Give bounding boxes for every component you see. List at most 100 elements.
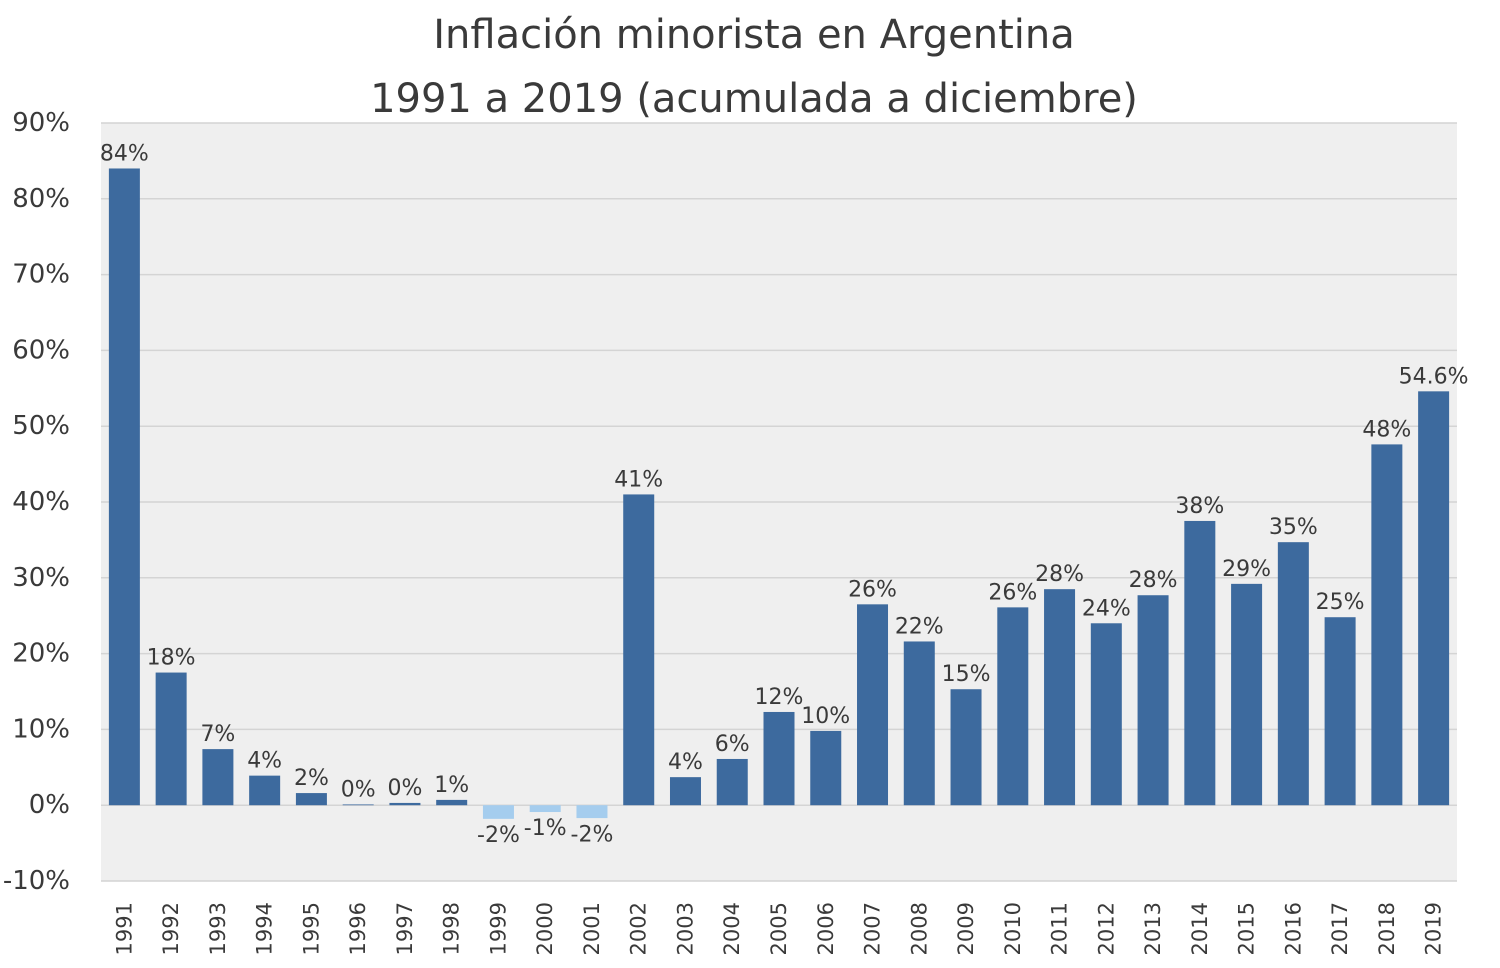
bar-2018 <box>1371 444 1403 806</box>
y-tick-label: 70% <box>12 260 70 290</box>
x-tick-label: 2004 <box>720 902 744 955</box>
data-label-1998: 1% <box>434 773 469 798</box>
y-tick-label: 80% <box>12 184 70 214</box>
x-tick-label: 1997 <box>393 902 417 955</box>
data-label-2002: 41% <box>614 467 663 492</box>
x-tick-label: 2007 <box>861 902 885 955</box>
x-tick-label: 2016 <box>1281 902 1305 955</box>
x-axis-tick-labels: 1991 1992 1993 1994 1995 1996 1997 1998 1999 2000… <box>112 902 1445 955</box>
x-tick-label: 1996 <box>346 902 370 955</box>
bar-2010 <box>997 607 1029 806</box>
data-label-2000: -1% <box>524 816 567 841</box>
data-label-2012: 24% <box>1082 596 1131 621</box>
data-label-1996: 0% <box>341 777 376 802</box>
bar-2019 <box>1418 391 1450 806</box>
data-label-2011: 28% <box>1035 562 1084 587</box>
x-tick-label: 2014 <box>1188 902 1212 955</box>
x-tick-label: 2015 <box>1235 902 1259 955</box>
x-tick-label: 2002 <box>627 902 651 955</box>
x-tick-label: 2005 <box>767 902 791 955</box>
data-label-1999: -2% <box>477 823 520 848</box>
x-tick-label: 1994 <box>253 902 277 955</box>
bar-1997 <box>389 802 421 806</box>
data-label-2003: 4% <box>668 750 703 775</box>
data-label-2018: 48% <box>1362 417 1411 442</box>
y-tick-label: 50% <box>12 411 70 441</box>
x-tick-label: 2006 <box>814 902 838 955</box>
x-tick-label: 2008 <box>907 902 931 955</box>
chart-title-line-1: Inflación minorista en Argentina <box>433 12 1075 58</box>
bar-2004 <box>716 758 748 806</box>
x-tick-label: 1992 <box>159 902 183 955</box>
data-label-2006: 10% <box>801 704 850 729</box>
data-label-2013: 28% <box>1129 568 1178 593</box>
x-tick-label: 1995 <box>299 902 323 955</box>
bar-2011 <box>1044 589 1076 806</box>
data-label-2010: 26% <box>988 580 1037 605</box>
bar-2016 <box>1277 542 1309 806</box>
data-label-2008: 22% <box>895 614 944 639</box>
x-tick-label: 1993 <box>206 902 230 955</box>
bar-2008 <box>903 641 935 806</box>
x-tick-label: 2017 <box>1328 902 1352 955</box>
bar-2002 <box>623 494 655 806</box>
bar-1996 <box>342 804 374 806</box>
bar-2015 <box>1231 583 1263 806</box>
bar-1991 <box>108 168 140 806</box>
bar-1994 <box>249 775 281 806</box>
data-label-2015: 29% <box>1222 557 1271 582</box>
x-tick-label: 2013 <box>1141 902 1165 955</box>
data-label-1997: 0% <box>387 776 422 801</box>
x-tick-label: 2003 <box>673 902 697 955</box>
bar-1992 <box>155 672 187 806</box>
y-tick-label: 0% <box>29 790 70 820</box>
y-axis-tick-labels: -10% 0% 10% 20% 30% 40% 50% 60% 70% 80% 90% <box>3 108 70 896</box>
x-tick-label: 2010 <box>1001 902 1025 955</box>
data-labels: 84% 18% 7% 4% 2% 0% 0% 1% -2% -1% -2% 41% 4% 6%12%10%… <box>100 141 1469 848</box>
bar-1995 <box>295 793 327 806</box>
data-label-1993: 7% <box>200 722 235 747</box>
chart-title-line-2: 1991 a 2019 (acumulada a diciembre) <box>370 76 1138 122</box>
bar-1993 <box>202 749 234 806</box>
bar-2012 <box>1090 623 1122 806</box>
x-tick-label: 1998 <box>440 902 464 955</box>
data-label-2019: 54.6% <box>1399 364 1469 389</box>
bar-2006 <box>810 730 842 806</box>
x-tick-label: 2019 <box>1422 902 1446 955</box>
data-label-1994: 4% <box>247 749 282 774</box>
x-tick-label: 2018 <box>1375 902 1399 955</box>
x-tick-label: 1999 <box>486 902 510 955</box>
y-tick-label: 90% <box>12 108 70 138</box>
y-tick-label: 40% <box>12 487 70 517</box>
x-tick-label: 2012 <box>1094 902 1118 955</box>
data-label-2004: 6% <box>715 732 750 757</box>
x-tick-label: 2000 <box>533 902 557 955</box>
x-tick-label: 2011 <box>1048 902 1072 955</box>
bar-2005 <box>763 711 795 806</box>
y-tick-label: 60% <box>12 335 70 365</box>
data-label-2014: 38% <box>1175 494 1224 519</box>
y-tick-label: 20% <box>12 639 70 669</box>
data-label-2005: 12% <box>755 685 804 710</box>
data-label-2017: 25% <box>1316 590 1365 615</box>
bar-2000 <box>529 805 561 813</box>
bar-2007 <box>857 604 889 806</box>
x-tick-label: 2009 <box>954 902 978 955</box>
bar-2001 <box>576 805 608 819</box>
gridlines <box>101 122 1457 882</box>
bar-2014 <box>1184 520 1216 806</box>
bar-1999 <box>482 805 514 819</box>
y-tick-label: 30% <box>12 563 70 593</box>
data-label-1995: 2% <box>294 766 329 791</box>
bar-1998 <box>436 799 468 806</box>
bar-2017 <box>1324 617 1356 806</box>
data-label-1991: 84% <box>100 141 149 166</box>
data-label-2016: 35% <box>1269 515 1318 540</box>
x-tick-label: 1991 <box>112 902 136 955</box>
y-tick-label: 10% <box>12 714 70 744</box>
data-label-2001: -2% <box>571 822 614 847</box>
bar-2013 <box>1137 595 1169 806</box>
data-label-2009: 15% <box>942 662 991 687</box>
bars <box>108 168 1450 819</box>
